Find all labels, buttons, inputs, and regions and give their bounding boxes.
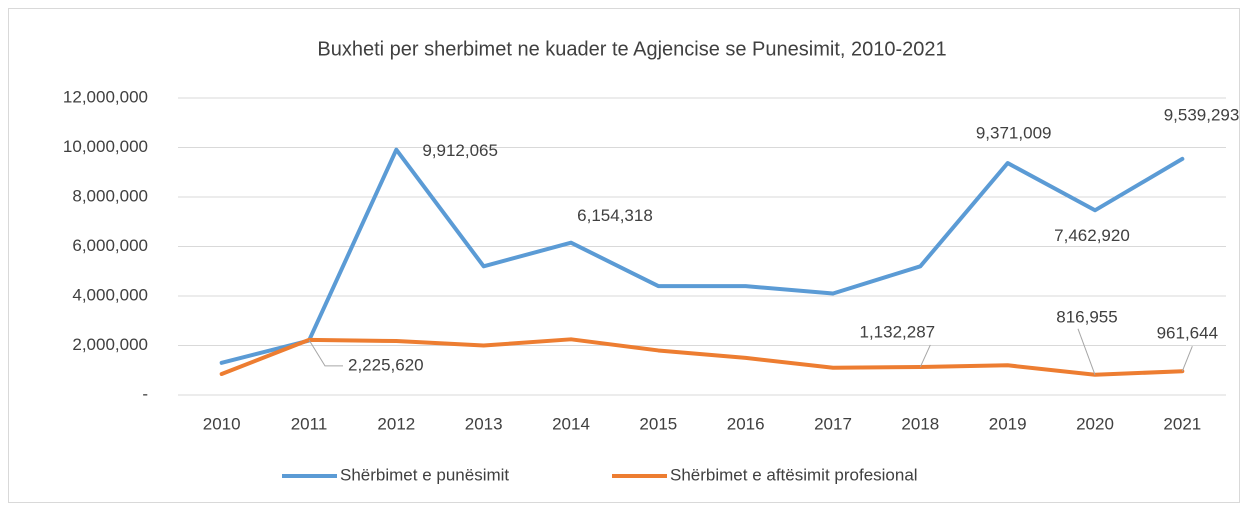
- data-label: 961,644: [1157, 324, 1218, 343]
- y-tick-label: 6,000,000: [72, 236, 148, 255]
- data-label: 816,955: [1056, 307, 1117, 326]
- leader-line: [1181, 346, 1193, 372]
- x-tick-label: 2020: [1076, 414, 1114, 433]
- x-tick-label: 2015: [639, 414, 677, 433]
- y-tick-label: -: [142, 384, 148, 403]
- x-tick-label: 2013: [465, 414, 503, 433]
- data-label: 1,132,287: [860, 322, 936, 341]
- y-tick-label: 2,000,000: [72, 335, 148, 354]
- data-label: 9,371,009: [976, 124, 1052, 143]
- series-line: [219, 337, 1185, 377]
- legend-label: Shërbimet e aftësimit profesional: [670, 465, 918, 484]
- x-tick-label: 2021: [1163, 414, 1201, 433]
- data-label: 9,912,065: [422, 141, 498, 160]
- x-tick-label: 2018: [901, 414, 939, 433]
- x-tick-label: 2011: [291, 414, 328, 433]
- x-tick-label: 2014: [552, 414, 590, 433]
- x-tick-label: 2010: [203, 414, 241, 433]
- y-tick-label: 10,000,000: [63, 137, 148, 156]
- series-line: [219, 147, 1185, 365]
- y-tick-label: 12,000,000: [63, 87, 148, 106]
- data-label: 7,462,920: [1054, 226, 1130, 245]
- leader-line: [1077, 328, 1096, 375]
- y-tick-label: 8,000,000: [72, 186, 148, 205]
- data-label: 9,539,293: [1164, 105, 1240, 124]
- data-label: 2,225,620: [348, 355, 424, 374]
- data-label: 6,154,318: [577, 206, 653, 225]
- x-tick-label: 2017: [814, 414, 852, 433]
- leader-line: [308, 339, 343, 367]
- leader-line: [919, 344, 931, 368]
- chart-title: Buxheti per sherbimet ne kuader te Agjen…: [317, 38, 946, 60]
- x-tick-label: 2019: [989, 414, 1027, 433]
- x-tick-label: 2016: [727, 414, 765, 433]
- legend-label: Shërbimet e punësimit: [340, 465, 509, 484]
- chart-border: [8, 8, 1240, 503]
- x-tick-label: 2012: [377, 414, 415, 433]
- y-tick-label: 4,000,000: [72, 285, 148, 304]
